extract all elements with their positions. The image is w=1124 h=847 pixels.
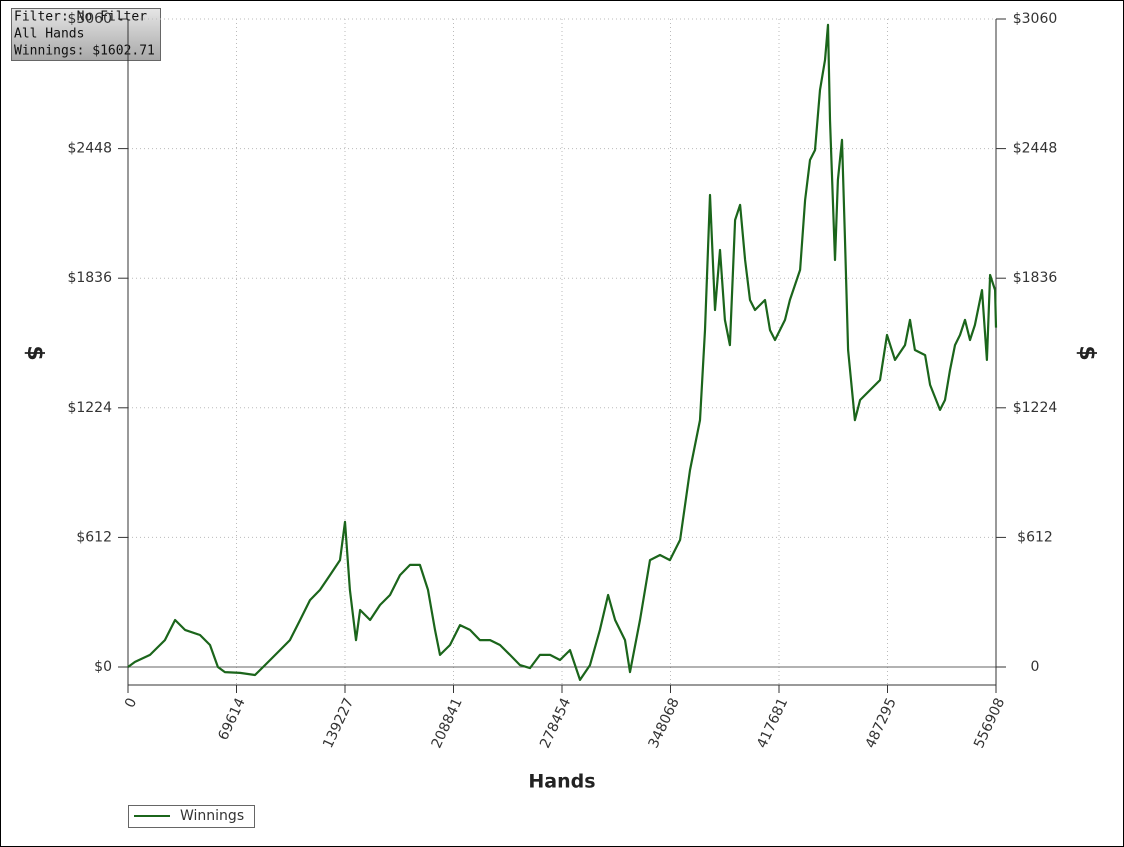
y2-tick-label: $3060 (1013, 11, 1058, 27)
legend-label: Winnings (180, 808, 244, 824)
info-line: Filter: No Filter (14, 10, 147, 25)
y2-tick-label: $1224 (1013, 400, 1058, 416)
y-tick-label: $0 (94, 659, 112, 675)
y-axis-label: $ (22, 345, 47, 360)
y-tick-label: $1224 (67, 400, 112, 416)
y-tick-label: $3060 (67, 11, 112, 27)
x-axis-label: Hands (528, 771, 595, 793)
legend (128, 805, 255, 828)
info-line: Winnings: $1602.71 (14, 44, 155, 59)
y2-tick-label: $1836 (1013, 270, 1058, 286)
series-line (127, 23, 998, 681)
info-line: All Hands (14, 27, 84, 42)
y2-tick-label: $2448 (1013, 141, 1058, 157)
info-box (11, 8, 161, 61)
y2-tick-label: $612 (1017, 529, 1053, 545)
y2-axis-label: $ (1074, 345, 1099, 360)
y2-tick-label: 0 (1031, 659, 1040, 675)
y-tick-label: $2448 (67, 141, 112, 157)
y-tick-label: $1836 (67, 270, 112, 286)
y-tick-label: $612 (76, 529, 112, 545)
